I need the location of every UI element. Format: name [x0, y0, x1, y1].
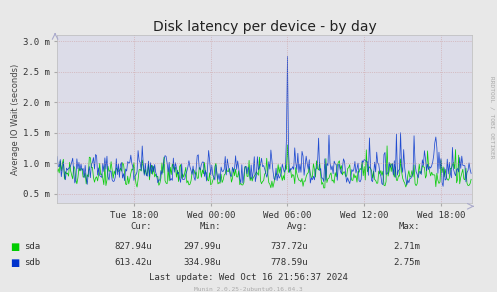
Text: Max:: Max:	[399, 222, 420, 231]
Text: 2.75m: 2.75m	[393, 258, 420, 267]
Text: Cur:: Cur:	[130, 222, 152, 231]
Text: 2.71m: 2.71m	[393, 242, 420, 251]
Text: 334.98u: 334.98u	[183, 258, 221, 267]
Text: sda: sda	[24, 242, 40, 251]
Text: ■: ■	[10, 258, 19, 268]
Text: 613.42u: 613.42u	[114, 258, 152, 267]
Text: 778.59u: 778.59u	[270, 258, 308, 267]
Title: Disk latency per device - by day: Disk latency per device - by day	[153, 20, 377, 34]
Text: Last update: Wed Oct 16 21:56:37 2024: Last update: Wed Oct 16 21:56:37 2024	[149, 274, 348, 282]
Text: Munin 2.0.25-2ubuntu0.16.04.3: Munin 2.0.25-2ubuntu0.16.04.3	[194, 286, 303, 292]
Text: ■: ■	[10, 242, 19, 252]
Text: Min:: Min:	[200, 222, 221, 231]
Text: 737.72u: 737.72u	[270, 242, 308, 251]
Text: Avg:: Avg:	[287, 222, 308, 231]
Text: sdb: sdb	[24, 258, 40, 267]
Text: 827.94u: 827.94u	[114, 242, 152, 251]
Text: RRDTOOL / TOBI OETIKER: RRDTOOL / TOBI OETIKER	[490, 76, 495, 158]
Y-axis label: Average IO Wait (seconds): Average IO Wait (seconds)	[11, 63, 20, 175]
Text: 297.99u: 297.99u	[183, 242, 221, 251]
